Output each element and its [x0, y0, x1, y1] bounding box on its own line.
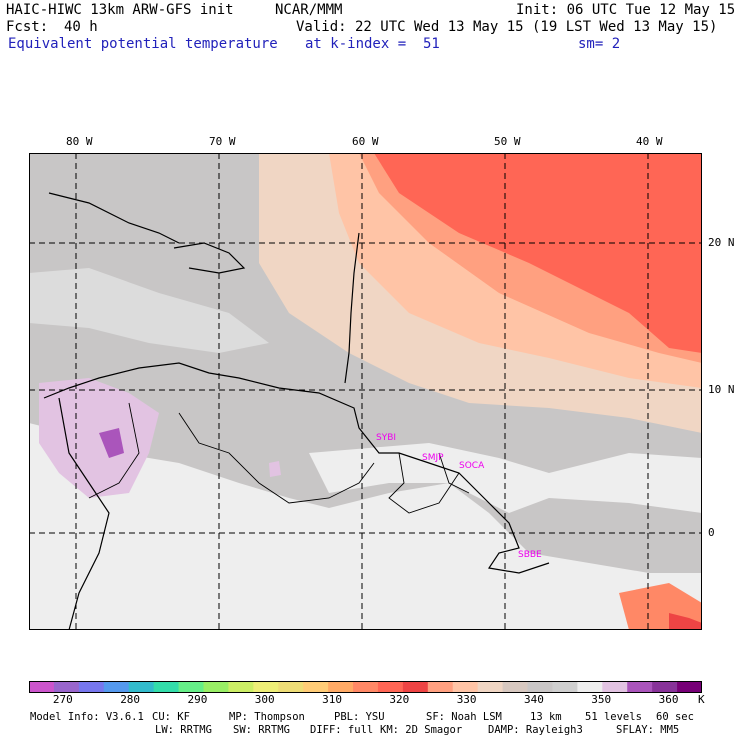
lat-label-0: 0 — [708, 526, 715, 539]
footer-lw: LW: RRTMG — [155, 724, 212, 736]
land-low-theta-region — [29, 423, 702, 630]
colorbar-unit: K — [698, 693, 705, 706]
colorbar-labels: 270 280 290 300 310 320 330 340 350 360 — [0, 693, 740, 707]
footer-damp: DAMP: Rayleigh3 — [488, 724, 583, 736]
footer-resolution: 13 km — [530, 711, 562, 723]
lat-lon-grid — [29, 153, 702, 630]
footer-diff: DIFF: full — [310, 724, 374, 736]
colorbar-tick-label: 300 — [254, 693, 275, 706]
footer-sw: SW: RRTMG — [233, 724, 290, 736]
field-name: Equivalent potential temperature — [8, 36, 278, 52]
colorbar-swatch — [128, 681, 155, 693]
colorbar-swatch — [178, 681, 204, 693]
footer-pbl: PBL: YSU — [334, 711, 385, 723]
colorbar-tick-label: 350 — [591, 693, 612, 706]
lon-label-50w: 50 W — [494, 135, 521, 148]
map-frame — [29, 153, 702, 630]
footer-mp: MP: Thompson — [229, 711, 305, 723]
colorbar-swatch — [328, 681, 354, 693]
org-label: NCAR/MMM — [275, 2, 343, 18]
colorbar-swatch — [153, 681, 180, 693]
footer-cu: CU: KF — [152, 711, 190, 723]
colorbar-frame — [29, 681, 702, 693]
colorbar-tick-label: 280 — [120, 693, 141, 706]
smoothing-info: sm= 2 — [578, 36, 621, 52]
lon-label-40w: 40 W — [636, 135, 663, 148]
fcst-label: Fcst: — [6, 19, 49, 35]
caribbean-light-patch — [29, 268, 269, 353]
footer-levels: 51 levels — [585, 711, 642, 723]
theta-e-map: SYBI SMJP SOCA SBBE — [29, 153, 702, 630]
colorbar-swatch — [627, 681, 653, 693]
colorbar-swatch — [602, 681, 628, 693]
colorbar-swatch — [353, 681, 379, 693]
colorbar-swatch — [78, 681, 105, 693]
colorbar-swatch — [103, 681, 130, 693]
footer-timestep: 60 sec — [656, 711, 694, 723]
station-soca: SOCA — [459, 461, 485, 471]
colorbar-tick-label: 340 — [523, 693, 544, 706]
lat-label-10n: 10 N — [708, 383, 735, 396]
lon-label-60w: 60 W — [352, 135, 379, 148]
footer-sflay: SFLAY: MM5 — [616, 724, 680, 736]
colorbar-swatch — [452, 681, 479, 693]
footer-sf: SF: Noah LSM — [426, 711, 502, 723]
footer-model-info: Model Info: V3.6.1 — [30, 711, 144, 723]
high-theta-red-region — [374, 153, 702, 353]
level-info: at k-index = 51 — [305, 36, 440, 52]
low-theta-dark-purple — [99, 428, 124, 458]
colorbar-swatch — [303, 681, 329, 693]
colorbar-swatch — [502, 681, 529, 693]
colorbar-swatch — [652, 681, 678, 693]
colorbar-swatch — [29, 681, 55, 693]
colorbar-tick-label: 320 — [389, 693, 410, 706]
lon-label-70w: 70 W — [209, 135, 236, 148]
lat-label-20n: 20 N — [708, 236, 735, 249]
footer-km: KM: 2D Smagor — [380, 724, 463, 736]
colorbar-tick-label: 270 — [52, 693, 73, 706]
colorbar-swatch — [577, 681, 603, 693]
coastlines — [43, 192, 550, 630]
valid-time: Valid: 22 UTC Wed 13 May 15 (19 LST Wed … — [296, 19, 718, 35]
se-dark-red-spot — [669, 613, 702, 630]
colorbar-swatch — [377, 681, 404, 693]
colorbar-swatch — [677, 681, 702, 693]
colorbar-tick-label: 310 — [322, 693, 342, 706]
colorbar-swatch — [552, 681, 578, 693]
station-sbbe: SBBE — [518, 550, 542, 560]
colorbar-swatch — [203, 681, 229, 693]
model-title: HAIC-HIWC 13km ARW-GFS init — [6, 2, 234, 18]
colorbar-swatch — [228, 681, 254, 693]
colorbar-tick-label: 330 — [456, 693, 477, 706]
station-smjp: SMJP — [422, 453, 444, 463]
fcst-value: 40 h — [64, 19, 98, 35]
colorbar-swatch — [53, 681, 80, 693]
lon-label-80w: 80 W — [66, 135, 93, 148]
colorbar — [29, 681, 702, 693]
colorbar-swatch — [477, 681, 504, 693]
station-sybi: SYBI — [376, 433, 396, 443]
colorbar-swatch — [253, 681, 279, 693]
colorbar-swatch — [427, 681, 454, 693]
colorbar-swatch — [278, 681, 304, 693]
init-time: Init: 06 UTC Tue 12 May 15 — [516, 2, 736, 18]
colorbar-swatch — [402, 681, 429, 693]
colorbar-swatch — [527, 681, 553, 693]
country-borders — [88, 402, 470, 514]
colorbar-tick-label: 360 — [658, 693, 679, 706]
purple-patch-east — [269, 461, 281, 477]
colorbar-tick-label: 290 — [187, 693, 208, 706]
